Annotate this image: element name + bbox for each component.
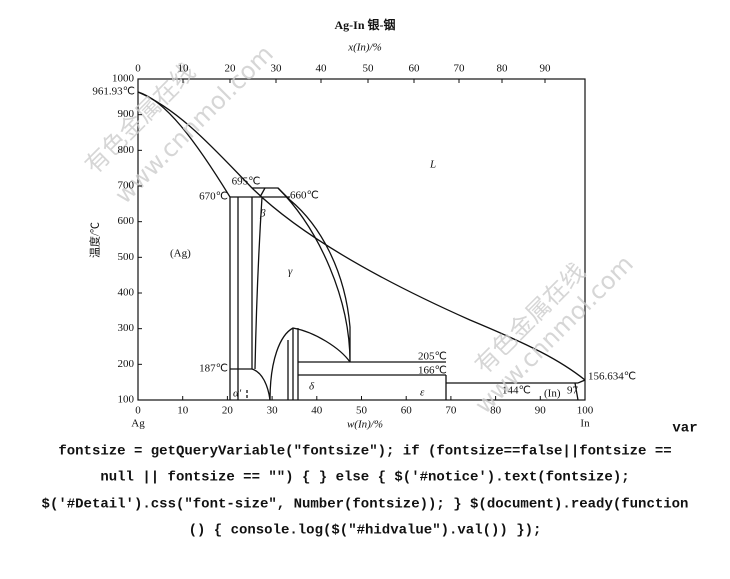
annotation: β — [259, 208, 266, 220]
annotation: δ — [309, 381, 315, 393]
y-tick-label: 200 — [118, 358, 135, 370]
x-tick-label: 100 — [577, 405, 594, 417]
left-end: Ag — [131, 418, 145, 430]
y-tick-label: 800 — [118, 144, 135, 156]
y-tick-label: 300 — [118, 322, 135, 334]
annotation: 695℃ — [232, 176, 261, 188]
annotation: 660℃ — [290, 190, 319, 202]
annotation: γ — [288, 266, 293, 278]
annotation: 144℃ — [502, 385, 531, 397]
y-axis-label: 温度/℃ — [88, 222, 102, 258]
annotation: α' — [233, 388, 242, 400]
top-axis-label: x(In)/% — [347, 42, 382, 54]
code-line: null || fontsize == "") { } else { $('#n… — [100, 470, 629, 486]
top-tick-label: 30 — [271, 63, 283, 75]
annotation: 97 — [567, 385, 579, 397]
bottom-axis-label: w(In)/% — [347, 419, 383, 431]
annotation: (Ag) — [170, 248, 191, 260]
right-end: In — [580, 418, 590, 430]
top-tick-label: 50 — [363, 63, 375, 75]
title: Ag-In 银-铟 — [334, 17, 395, 32]
top-tick-label: 60 — [409, 63, 421, 75]
code-line: $('#Detail').css("font-size", Number(fon… — [42, 497, 689, 513]
x-tick-label: 0 — [135, 405, 141, 417]
annotation: 187℃ — [199, 363, 228, 375]
x-tick-label: 40 — [311, 405, 323, 417]
y-tick-label: 700 — [118, 180, 135, 192]
annotation: (In) — [544, 388, 561, 400]
annotation: 156.634℃ — [588, 371, 636, 383]
top-tick-label: 20 — [225, 63, 237, 75]
code-line: fontsize = getQueryVariable("fontsize");… — [58, 444, 671, 460]
top-tick-label: 90 — [540, 63, 552, 75]
code-line: var — [672, 421, 697, 437]
phase-curves — [137, 91, 586, 401]
top-tick-label: 70 — [454, 63, 466, 75]
y-tick-label: 1000 — [112, 73, 135, 85]
x-tick-label: 80 — [490, 405, 502, 417]
y-tick-label: 100 — [118, 394, 135, 406]
annotation: 670℃ — [199, 191, 228, 203]
code-line: () { console.log($("#hidvalue").val()) }… — [189, 523, 542, 539]
y-tick-label: 500 — [118, 251, 135, 263]
annotation: 961.93℃ — [92, 86, 135, 98]
top-tick-label: 10 — [178, 63, 190, 75]
x-tick-label: 60 — [401, 405, 413, 417]
x-tick-label: 20 — [222, 405, 234, 417]
x-tick-label: 90 — [535, 405, 547, 417]
x-tick-label: 70 — [445, 405, 457, 417]
top-tick-label: 40 — [316, 63, 328, 75]
code-text: var fontsize = getQueryVariable("fontsiz… — [42, 421, 698, 539]
top-tick-label: 80 — [497, 63, 509, 75]
x-tick-label: 30 — [267, 405, 279, 417]
annotation: ε — [420, 387, 425, 399]
x-tick-label: 10 — [177, 405, 189, 417]
y-tick-label: 400 — [118, 287, 135, 299]
x-tick-label: 50 — [356, 405, 368, 417]
y-tick-label: 600 — [118, 215, 135, 227]
top-tick-label: 0 — [135, 63, 141, 75]
annotation: 205℃ — [418, 351, 447, 363]
y-tick-label: 900 — [118, 108, 135, 120]
annotation: 166℃ — [418, 365, 447, 377]
annotation: L — [429, 159, 436, 171]
